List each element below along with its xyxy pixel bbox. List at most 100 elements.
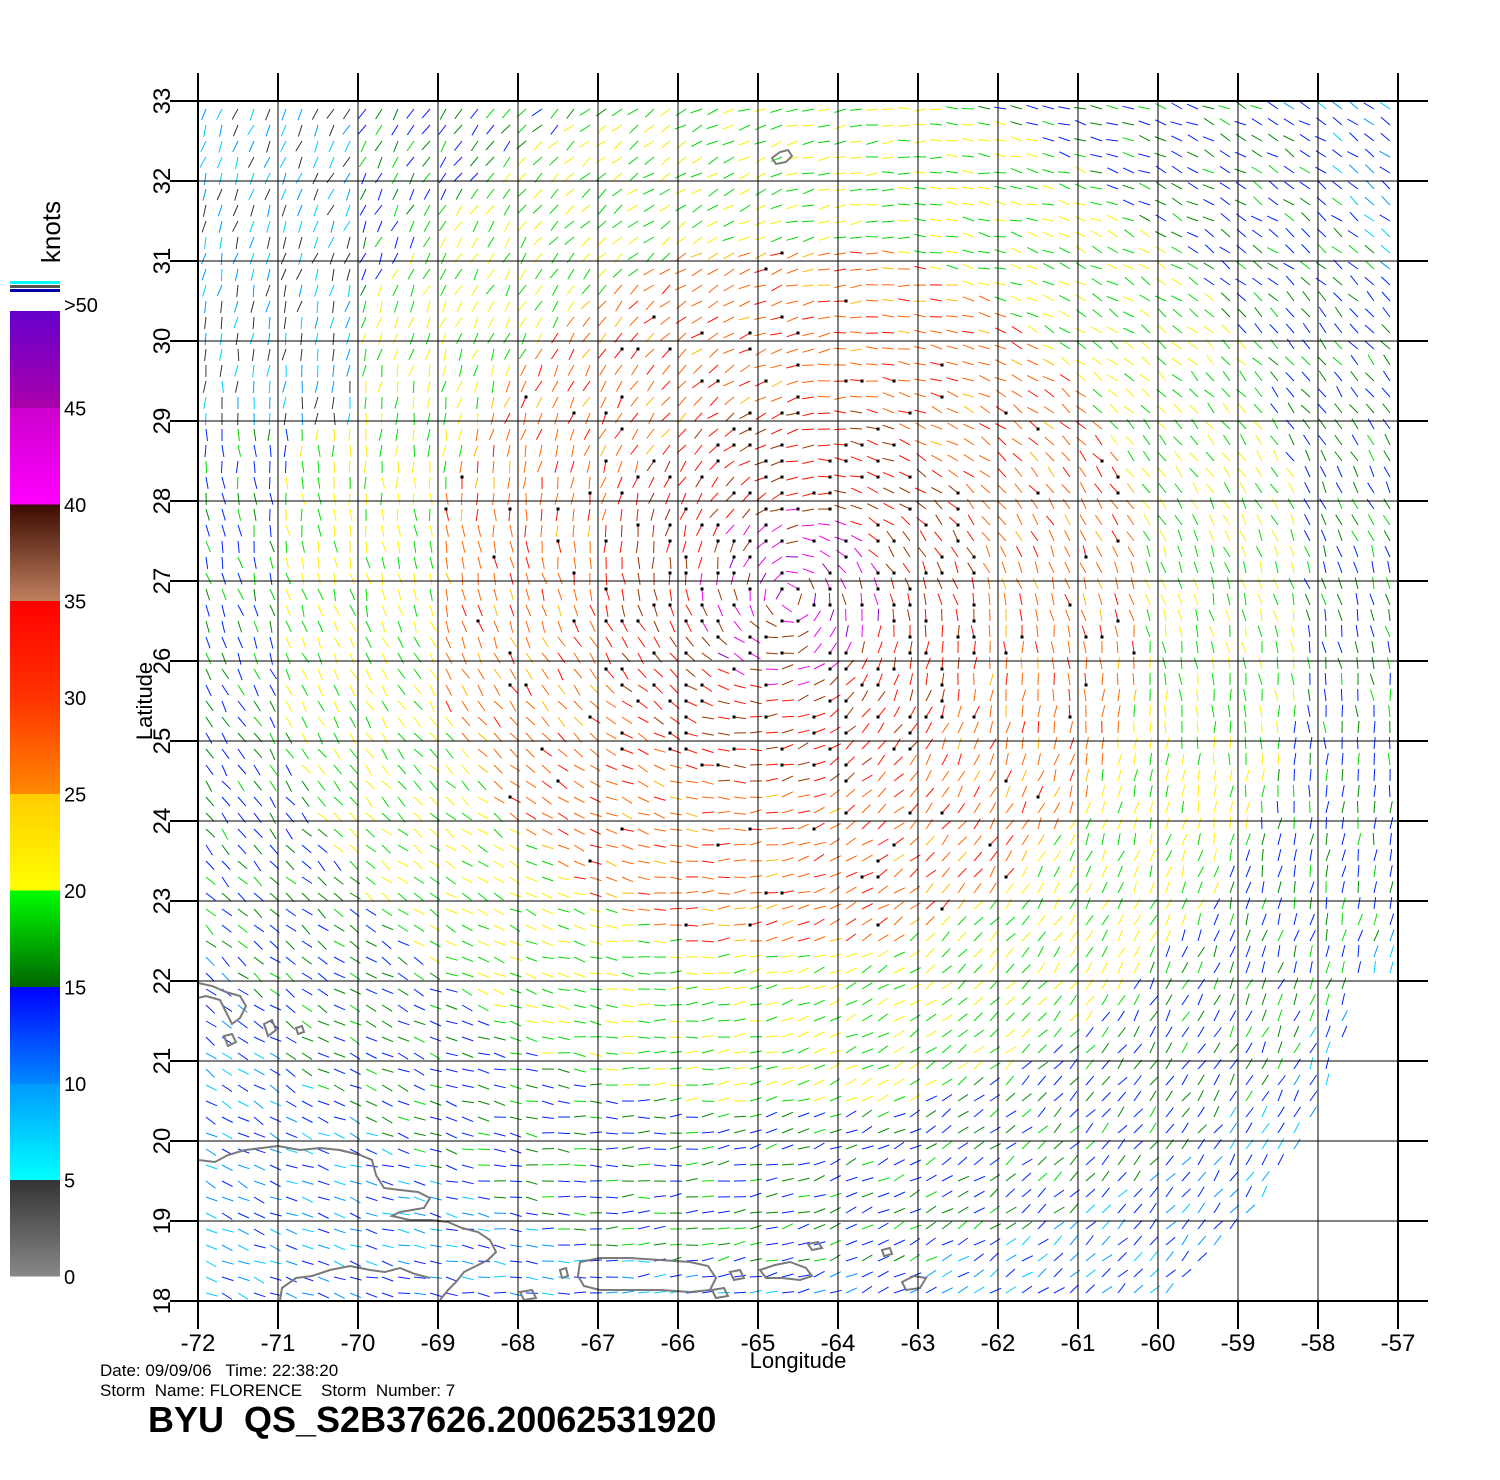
wind-vector (1309, 833, 1315, 846)
wind-vector (205, 860, 215, 871)
wind-vector (349, 1292, 362, 1299)
rain-flag-marker (732, 603, 736, 607)
wind-vector (205, 1148, 217, 1156)
wind-vector (653, 1018, 666, 1022)
wind-vector (701, 988, 715, 991)
wind-vector (621, 1193, 634, 1198)
wind-vector (605, 860, 617, 867)
wind-vector (253, 1100, 264, 1109)
wind-vector (329, 284, 335, 297)
wind-vector (813, 1270, 825, 1278)
wind-vector (802, 380, 815, 384)
wind-vector (1332, 356, 1343, 366)
wind-vector (1094, 483, 1103, 494)
wind-vector (1126, 531, 1135, 542)
wind-vector (237, 604, 245, 616)
wind-vector (1140, 340, 1151, 350)
wind-vector (749, 1129, 762, 1134)
wind-vector (1181, 833, 1188, 846)
wind-vector (365, 716, 372, 729)
wind-vector (493, 1132, 506, 1137)
wind-vector (621, 860, 634, 865)
wind-vector (253, 652, 259, 665)
wind-vector (877, 964, 888, 974)
wind-vector (269, 972, 281, 980)
wind-vector (754, 316, 767, 320)
wind-vector (733, 1291, 747, 1294)
wind-vector (1387, 561, 1391, 574)
wind-vector (957, 1142, 969, 1150)
wind-vector (1190, 370, 1199, 382)
wind-vector (413, 668, 422, 680)
wind-vector (701, 1195, 714, 1198)
wind-vector (493, 1020, 506, 1024)
wind-vector (525, 828, 537, 836)
wind-vector (1005, 1075, 1015, 1086)
wind-vector (1053, 1206, 1065, 1214)
wind-vector (749, 715, 763, 718)
rain-flag-marker (812, 491, 816, 495)
wind-vector (1099, 609, 1103, 622)
wind-vector (525, 780, 537, 789)
wind-vector (221, 1260, 234, 1265)
wind-vector (1222, 514, 1231, 526)
wind-vector (1193, 561, 1199, 574)
wind-vector (541, 732, 552, 742)
wind-vector (1206, 483, 1215, 494)
wind-vector (1192, 514, 1199, 526)
wind-vector (893, 1272, 906, 1278)
wind-vector (685, 1131, 699, 1134)
rain-flag-marker (764, 891, 768, 895)
wind-vector (889, 593, 895, 606)
wind-vector (204, 348, 207, 361)
wind-vector (365, 972, 378, 979)
wind-vector (971, 577, 975, 590)
wind-vector (989, 979, 999, 990)
wind-vector (653, 604, 658, 617)
wind-vector (1021, 883, 1030, 894)
wind-vector (413, 1196, 426, 1202)
wind-vector (882, 347, 895, 350)
wind-vector (600, 380, 607, 393)
wind-vector (973, 737, 979, 750)
wind-vector (749, 1050, 762, 1054)
wind-vector (1101, 818, 1109, 830)
wind-vector (853, 547, 863, 558)
wind-vector (1011, 325, 1023, 334)
wind-vector (669, 748, 682, 754)
wind-vector (381, 1292, 394, 1298)
wind-vector (829, 1062, 841, 1070)
wind-vector (557, 1212, 570, 1216)
wind-vector (733, 1018, 746, 1022)
wind-vector (1288, 577, 1295, 590)
wind-vector (1085, 1091, 1095, 1102)
wind-vector (269, 940, 280, 950)
wind-vector (1116, 672, 1119, 686)
wind-vector (410, 300, 415, 313)
wind-vector (1277, 1089, 1283, 1102)
wind-vector (786, 476, 799, 481)
wind-vector (365, 1292, 378, 1298)
wind-vector (749, 1241, 762, 1246)
wind-vector (967, 562, 975, 574)
wind-vector (797, 713, 810, 718)
wind-vector (490, 412, 495, 425)
wind-vector (573, 748, 584, 758)
wind-vector (333, 1068, 346, 1075)
wind-vector (861, 1014, 873, 1022)
wind-vector (477, 956, 490, 963)
wind-vector (1021, 705, 1024, 718)
wind-vector (365, 1244, 378, 1250)
rain-flag-marker (780, 411, 784, 415)
rain-flag-marker (844, 459, 848, 463)
wind-vector (1293, 929, 1300, 942)
wind-vector (621, 1083, 635, 1086)
wind-vector (1037, 1156, 1048, 1166)
wind-vector (914, 265, 927, 270)
wind-vector (957, 931, 967, 942)
wind-vector (957, 802, 966, 814)
wind-vector (365, 620, 372, 633)
wind-vector (621, 1035, 635, 1038)
wind-vector (1101, 833, 1105, 846)
wind-vector (997, 531, 1007, 542)
